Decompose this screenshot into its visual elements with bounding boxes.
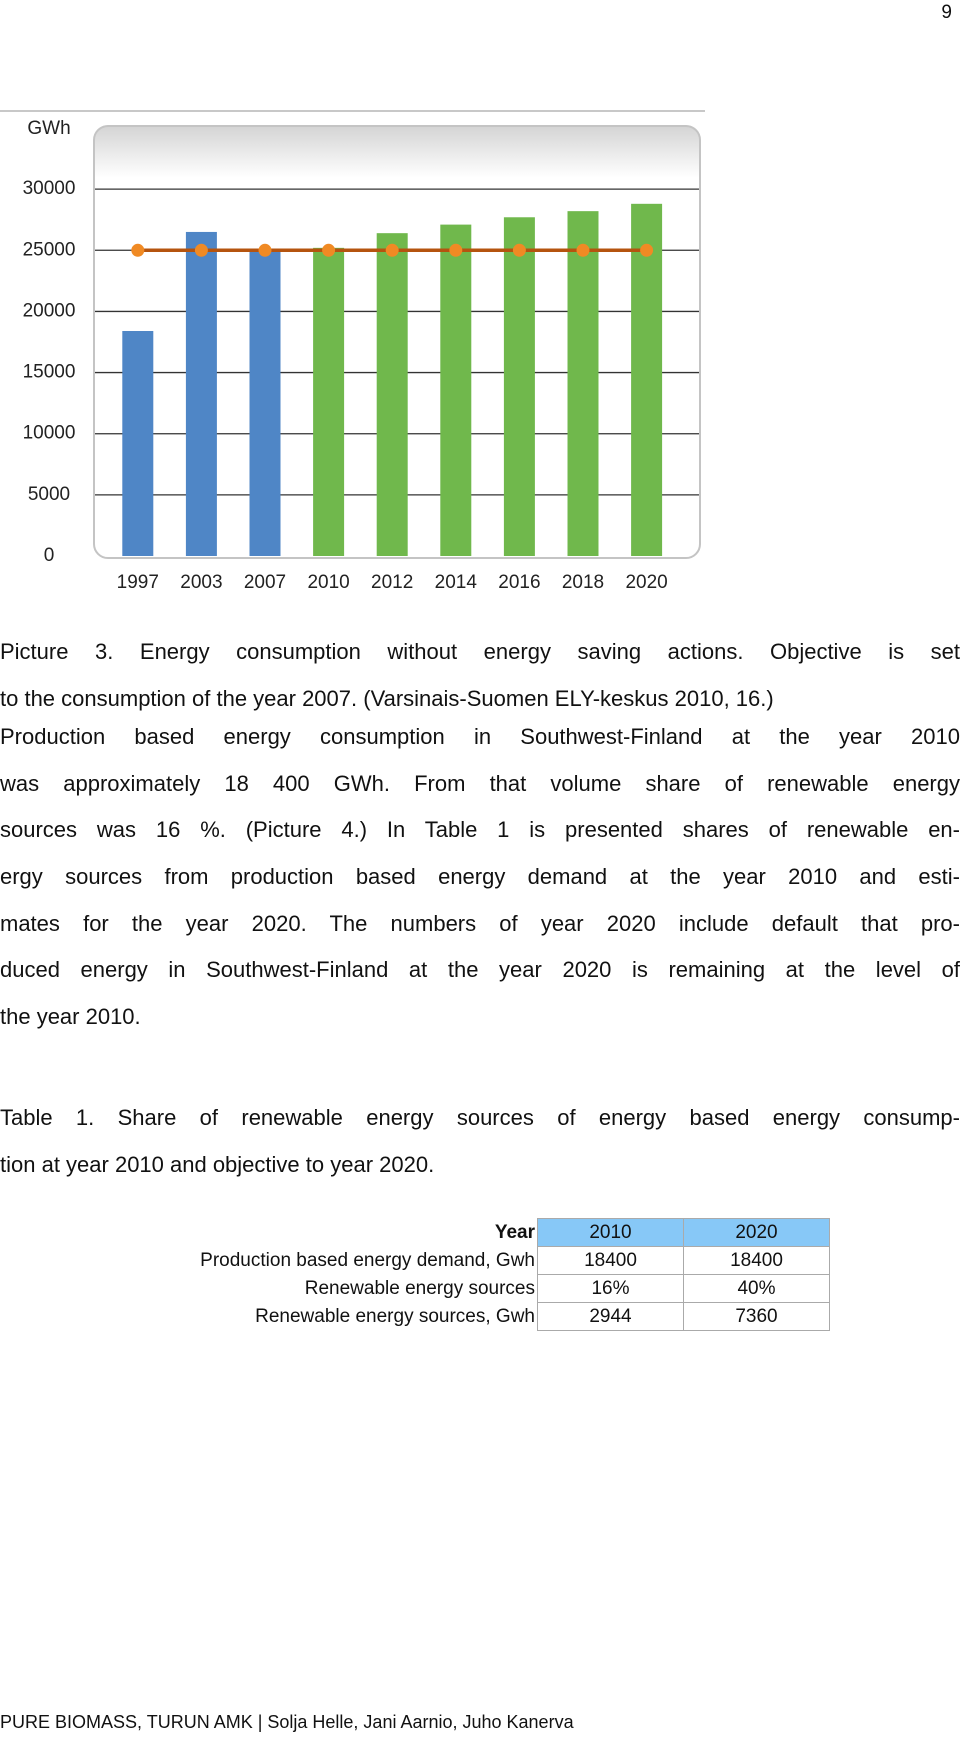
y-tick-label: 15000 xyxy=(23,362,76,383)
row-label: Production based energy demand, Gwh xyxy=(200,1249,535,1271)
line-marker xyxy=(258,243,272,257)
y-tick-label: 30000 xyxy=(23,178,76,199)
row-label: Year xyxy=(494,1221,535,1243)
bar xyxy=(631,203,663,556)
cell: 2944 xyxy=(537,1302,684,1331)
row-label: Renewable energy sources, Gwh xyxy=(255,1305,535,1327)
x-tick-label: 2014 xyxy=(435,572,478,593)
text-line: was approximately 18 400 GWh. From that … xyxy=(0,770,960,796)
row-label: Renewable energy sources xyxy=(304,1277,535,1299)
text-line: to the consumption of the year 2007. (Va… xyxy=(0,685,774,711)
y-tick-label: 5000 xyxy=(28,484,70,505)
text-line: Table 1. Share of renewable energy sourc… xyxy=(0,1105,960,1130)
text-line: mates for the year 2020. The numbers of … xyxy=(0,910,960,936)
x-tick-label: 2010 xyxy=(307,572,349,593)
table-row: Year 2010 2020 xyxy=(198,1218,830,1247)
x-tick-label: 2018 xyxy=(562,572,604,593)
bar xyxy=(567,211,599,556)
cell: 7360 xyxy=(683,1302,830,1331)
cell: 2020 xyxy=(683,1218,830,1247)
line-marker xyxy=(576,243,590,257)
cell: 2010 xyxy=(537,1218,684,1247)
bar xyxy=(249,250,281,557)
y-tick-label: 20000 xyxy=(23,300,76,321)
x-tick-label: 2007 xyxy=(244,572,286,593)
caption: Picture 3. Energy consumption without en… xyxy=(0,629,960,722)
footer: PURE BIOMASS, TURUN AMK | Solja Helle, J… xyxy=(0,1712,574,1732)
bar xyxy=(376,233,408,556)
text-line: the year 2010. xyxy=(0,1004,141,1030)
table-row: Renewable energy sources, Gwh 2944 7360 xyxy=(198,1302,830,1331)
chart: GWh 0 5000 10000 15000 20000 25000 30000 1997 20… xyxy=(0,110,705,593)
bar xyxy=(313,247,345,556)
cell: 16% xyxy=(537,1274,684,1303)
line-marker xyxy=(194,243,208,257)
line-marker xyxy=(640,243,654,257)
text-line: ergy sources from production based energ… xyxy=(0,864,960,890)
x-tick-label: 2020 xyxy=(625,572,667,593)
paragraph: Production based energy consumption in S… xyxy=(0,714,960,1041)
text-line: Production based energy consumption in S… xyxy=(0,724,960,749)
x-tick-label: 2016 xyxy=(498,572,540,593)
table-row: Production based energy demand, Gwh 18400… xyxy=(198,1246,830,1275)
line-marker xyxy=(322,243,336,257)
y-axis-label: GWh xyxy=(27,118,70,139)
text-line: sources was 16 %. (Picture 4.) In Table … xyxy=(0,817,960,843)
cell: 18400 xyxy=(683,1246,830,1275)
y-tick-label: 25000 xyxy=(23,239,76,260)
cell: 18400 xyxy=(537,1246,684,1275)
page-number: 9 xyxy=(941,2,952,23)
table: Year 2010 2020 Production based energy dema… xyxy=(198,1218,830,1331)
x-tick-label: 1997 xyxy=(117,572,159,593)
x-tick-label: 2012 xyxy=(371,572,413,593)
line-marker xyxy=(385,243,399,257)
text-line: tion at year 2010 and objective to year … xyxy=(0,1151,435,1177)
cell: 40% xyxy=(683,1274,830,1303)
text-line: Picture 3. Energy consumption without en… xyxy=(0,639,960,664)
table-caption: Table 1. Share of renewable energy sourc… xyxy=(0,1095,960,1188)
text-line: duced energy in Southwest-Finland at the… xyxy=(0,957,960,983)
line-marker xyxy=(449,243,463,257)
line-marker xyxy=(512,243,526,257)
y-tick-label: 10000 xyxy=(23,423,76,444)
bar xyxy=(440,224,472,556)
bar xyxy=(122,330,154,556)
line-marker xyxy=(131,243,145,257)
bar xyxy=(503,217,535,557)
y-tick-label: 0 xyxy=(44,545,55,566)
x-tick-label: 2003 xyxy=(180,572,222,593)
bar xyxy=(185,231,217,556)
table-row: Renewable energy sources 16% 40% xyxy=(198,1274,830,1303)
